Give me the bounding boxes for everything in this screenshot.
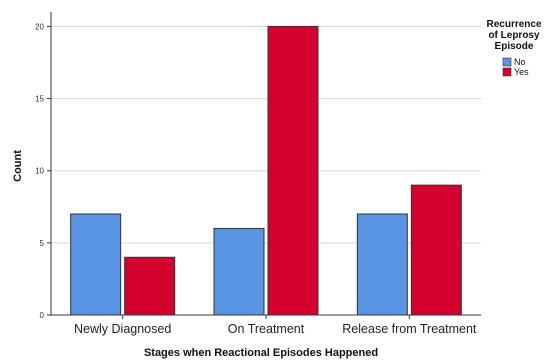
legend-swatch-no <box>502 57 512 67</box>
x-tick-label: On Treatment <box>228 322 305 336</box>
legend-title-line: Recurrence <box>486 19 541 30</box>
y-axis-title: Count <box>12 150 24 182</box>
y-tick-label: 15 <box>35 95 44 104</box>
y-axis-ticks: 0 5 10 15 20 <box>35 22 51 320</box>
legend-swatch-yes <box>502 67 512 77</box>
legend-label-yes: Yes <box>514 67 529 77</box>
y-tick-label: 0 <box>40 311 45 320</box>
x-axis-tick-labels: Newly Diagnosed On Treatment Release from … <box>74 315 477 336</box>
x-tick-label: Newly Diagnosed <box>74 322 171 336</box>
bars <box>70 25 462 316</box>
y-tick-label: 20 <box>35 22 44 31</box>
legend-title-line: Episode <box>495 41 534 52</box>
legend-label-no: No <box>514 57 526 67</box>
x-axis-title: Stages when Reactional Episodes Happened <box>144 347 378 359</box>
legend-title-line: of Leprosy <box>488 30 540 41</box>
x-tick-label: Release from Treatment <box>342 322 477 336</box>
bar-yes-newly-diagnosed <box>124 256 176 316</box>
bar-no-release-from-treatment <box>356 213 408 316</box>
bar-yes-release-from-treatment <box>410 184 462 316</box>
gridlines <box>51 25 481 244</box>
bar-no-on-treatment <box>213 227 265 316</box>
bar-no-newly-diagnosed <box>70 213 122 316</box>
y-tick-label: 10 <box>35 167 44 176</box>
y-tick-label: 5 <box>40 239 45 248</box>
bar-yes-on-treatment <box>267 25 319 316</box>
